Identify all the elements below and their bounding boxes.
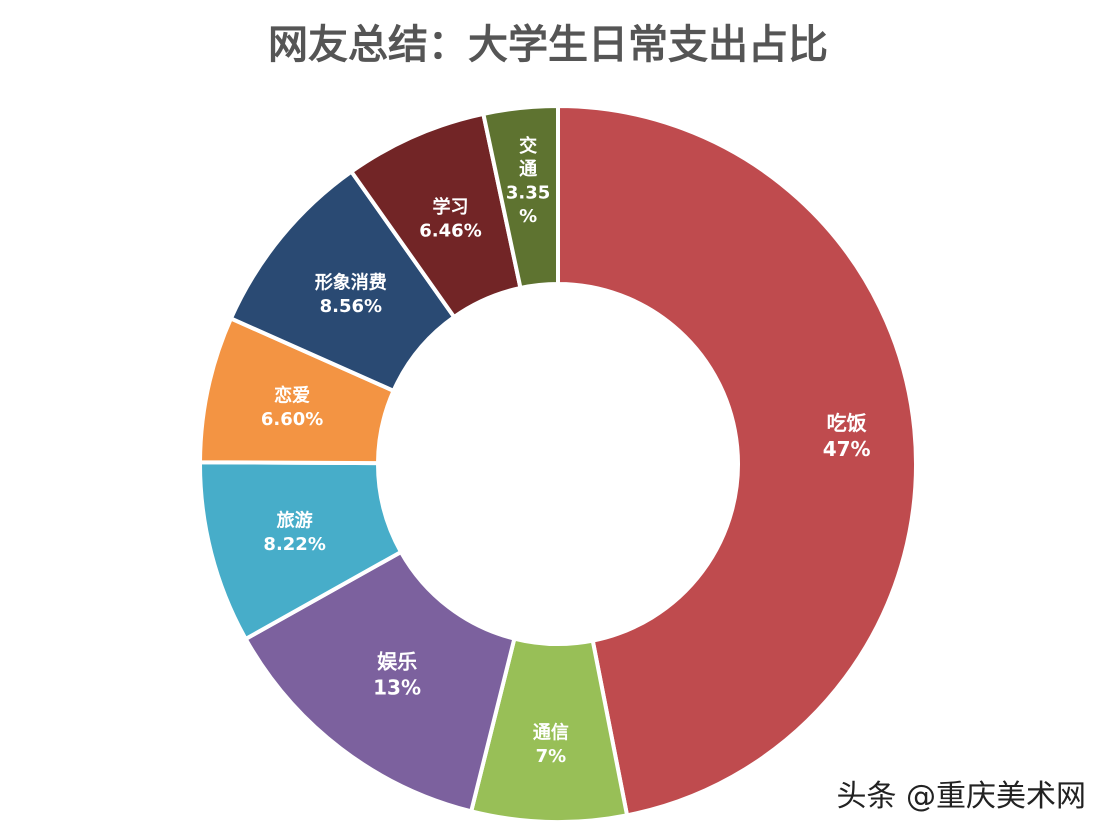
slice-label-2: 通信 7% bbox=[533, 722, 569, 767]
labels-group: 吃饭 47% 通信 7% 娱乐 13% 旅游 8.22% 恋爱 6.60% 形象消费 8.56% 学习 6… bbox=[261, 135, 871, 767]
slice-label-1: 吃饭 47% bbox=[823, 411, 871, 461]
slice-1 bbox=[556, 103, 918, 818]
slice-label-5: 恋爱 6.60% bbox=[261, 384, 323, 429]
slices-group bbox=[197, 103, 918, 824]
slice-3 bbox=[242, 549, 517, 814]
slice-label-4: 旅游 8.22% bbox=[263, 510, 325, 555]
slice-8 bbox=[480, 103, 560, 291]
slice-label-7: 学习 6.46% bbox=[419, 196, 481, 241]
watermark: 头条 @重庆美术网 bbox=[836, 779, 1086, 814]
chart-title: 网友总结：大学生日常支出占比 bbox=[268, 22, 828, 68]
slice-label-3: 娱乐 13% bbox=[373, 650, 421, 700]
slice-label-8: 交通 3.35% bbox=[506, 135, 550, 227]
slice-label-6: 形象消费 8.56% bbox=[315, 272, 387, 317]
